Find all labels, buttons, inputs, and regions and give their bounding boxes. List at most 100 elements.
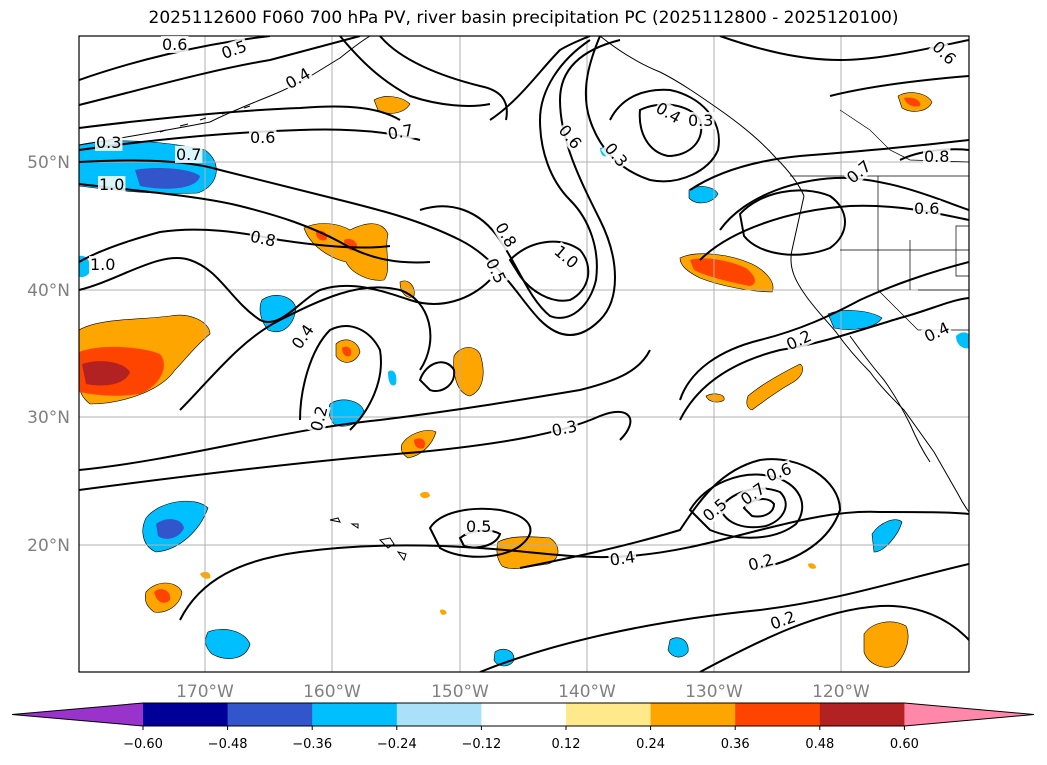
colorbar-bin [735,703,821,726]
contour-label-halo [698,494,731,526]
pv-contour [829,75,969,97]
alaska-coast [79,36,371,146]
contour-label-halo [491,218,521,252]
precip-patch [863,621,909,668]
contour-label-halo [913,200,941,217]
contour-label-halo [281,64,315,93]
colorbar-tick-label: 0.24 [636,737,665,752]
longitude-labels: 170°W 160°W 150°W 140°W 130°W 120°W [176,682,870,702]
pv-contour [79,128,421,151]
colorbar-bin [227,703,313,726]
contour-label-halo [161,36,189,53]
north-american-west-coast [790,195,969,513]
pv-contour [418,361,456,392]
contour-label: 0.8 [249,227,278,251]
contour-label-halo [307,403,331,434]
contour-label-halo [385,121,416,143]
baja-california-coast [849,335,931,463]
contour-label: 1.0 [99,175,124,194]
precip-patch [440,609,447,615]
pv-contour [679,261,969,401]
pv-contour [299,325,382,431]
pv-contour [79,36,361,106]
latitude-labels: 50°N 40°N 30°N 20°N [27,153,70,556]
colorbar-tick-label: −0.36 [292,737,332,752]
contour-label-halo [767,607,799,633]
pv-contour [479,563,969,672]
contour-label-halo [218,36,250,63]
contour-label: 0.5 [466,517,491,536]
contour-label-halo [550,241,583,273]
pv-contour [738,189,846,256]
pv-contour [679,297,969,421]
contour-label-halo [782,326,815,354]
pv-contour [689,139,969,191]
contour-label: 0.3 [688,111,713,130]
lon-label: 130°W [685,682,743,702]
pv-contour [179,286,432,411]
lon-label: 140°W [558,682,616,702]
contour-label-halo [745,550,777,575]
colorbar-tick-label: −0.24 [377,737,417,752]
pv-contour [379,36,508,121]
precip-patch [420,491,430,499]
contour-label-halo [549,417,580,440]
contour-label: 0.6 [162,35,187,54]
colorbar-bin [650,703,736,726]
contour-label-halo [287,320,318,353]
colorbar-bin [481,703,567,726]
contour-label-halo [736,479,770,509]
contour-label-halo [652,98,685,128]
precip-patch [453,347,484,397]
colorbar-bin [312,703,398,726]
lat-label: 50°N [27,153,70,173]
precip-patch [956,332,969,349]
colorbar-bin [143,703,229,726]
pv-contour [688,473,804,539]
contour-label-halo [95,134,123,151]
contour-label: 0.6 [250,128,275,147]
colorbar-bin [12,703,143,726]
precip-patch [342,346,352,357]
contour-label: 0.3 [96,133,121,152]
colorbar: −0.60 −0.48 −0.36 −0.24 −0.12 0.12 0.24 0.36 0.4… [11,702,1035,752]
pv-contour [79,228,391,263]
lon-label: 120°W [812,682,870,702]
contour-label-halo [554,120,586,153]
contour-label-halo [89,256,117,273]
map-border [78,35,970,673]
pv-contour [508,240,590,302]
lat-label: 30°N [27,408,70,428]
map-title: 2025112600 F060 700 hPa PV, river basin … [148,8,899,28]
contour-label: 0.6 [914,199,939,218]
pv-contour [584,36,720,183]
contour-label-halo [482,254,510,287]
contour-label-halo [763,459,795,485]
contour-label-halo [920,318,953,346]
precipitation-fills [79,92,969,668]
precip-patch [690,258,755,286]
contour-label-halo [842,156,875,188]
colorbar-bin [904,703,1034,726]
contour-label: 0.8 [924,147,949,166]
contour-label-halo [928,37,960,69]
contour-label-halo [687,112,715,129]
precip-patch [904,97,921,107]
precip-patch [135,168,200,189]
contour-label-halo [247,227,279,250]
contour-label-halo [465,518,493,535]
colorbar-tick-label: 0.36 [721,737,750,752]
pv-contour [79,349,651,471]
pv-contour [179,510,969,621]
contour-label: 1.0 [90,255,115,274]
precip-patch [688,186,719,204]
contour-label: 0.4 [609,547,637,569]
pv-contour [699,604,969,672]
contour-label: 0.7 [176,145,201,164]
precip-patch [667,637,689,658]
pv-contour [79,410,632,491]
contour-label: 0.7 [386,120,414,143]
contour-label-halo [607,548,638,569]
pv-contour [638,103,703,158]
colorbar-bin [819,703,905,726]
